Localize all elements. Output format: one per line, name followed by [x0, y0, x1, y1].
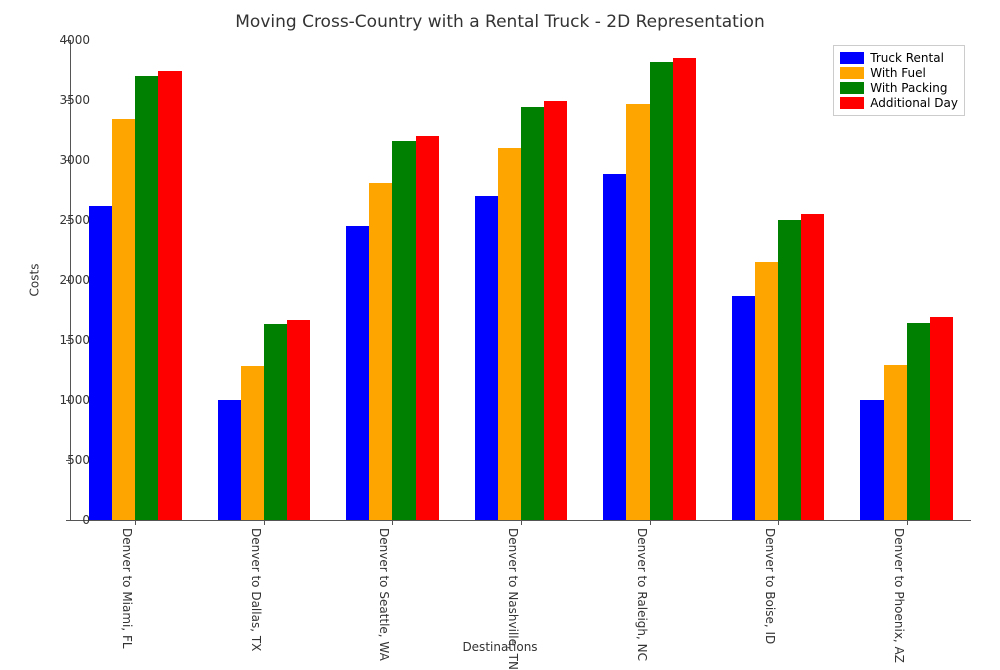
bar	[801, 214, 824, 520]
bar	[930, 317, 953, 520]
bar	[264, 324, 287, 520]
bar	[287, 320, 310, 520]
x-axis-label: Destinations	[0, 640, 1000, 654]
bar	[884, 365, 907, 520]
bar	[778, 220, 801, 520]
xtick-label: Denver to Nashville, TN	[506, 528, 520, 670]
legend-label: With Fuel	[870, 66, 926, 80]
ytick-label: 1000	[50, 393, 90, 407]
ytick-label: 2500	[50, 213, 90, 227]
bar	[112, 119, 135, 520]
xtick-mark	[778, 520, 779, 525]
bar	[135, 76, 158, 520]
xtick-label: Denver to Boise, ID	[763, 528, 777, 644]
ytick-label: 500	[50, 453, 90, 467]
bar	[544, 101, 567, 520]
bar	[498, 148, 521, 520]
bar	[626, 104, 649, 520]
legend: Truck RentalWith FuelWith PackingAdditio…	[833, 45, 965, 116]
chart-title: Moving Cross-Country with a Rental Truck…	[0, 12, 1000, 32]
legend-item: With Fuel	[840, 66, 958, 80]
y-axis-label: Costs	[27, 264, 41, 297]
bar	[860, 400, 883, 520]
bar	[673, 58, 696, 520]
bar	[416, 136, 439, 520]
bar	[241, 366, 264, 520]
xtick-label: Denver to Seattle, WA	[377, 528, 391, 661]
bar	[158, 71, 181, 520]
legend-label: Truck Rental	[870, 51, 944, 65]
ytick-label: 1500	[50, 333, 90, 347]
xtick-mark	[521, 520, 522, 525]
xtick-label: Denver to Miami, FL	[120, 528, 134, 649]
legend-item: Truck Rental	[840, 51, 958, 65]
bar	[732, 296, 755, 520]
xtick-mark	[264, 520, 265, 525]
ytick-label: 3500	[50, 93, 90, 107]
bar	[369, 183, 392, 520]
xtick-label: Denver to Phoenix, AZ	[892, 528, 906, 663]
bar	[521, 107, 544, 520]
xtick-label: Denver to Dallas, TX	[249, 528, 263, 651]
bar	[346, 226, 369, 520]
xtick-mark	[135, 520, 136, 525]
bar	[650, 62, 673, 520]
legend-swatch	[840, 82, 864, 94]
ytick-label: 0	[50, 513, 90, 527]
ytick-label: 2000	[50, 273, 90, 287]
bar	[218, 400, 241, 520]
xtick-mark	[392, 520, 393, 525]
xtick-mark	[650, 520, 651, 525]
xtick-label: Denver to Raleigh, NC	[635, 528, 649, 661]
legend-swatch	[840, 97, 864, 109]
ytick-label: 4000	[50, 33, 90, 47]
bar	[392, 141, 415, 520]
legend-swatch	[840, 67, 864, 79]
bar	[89, 206, 112, 520]
chart-container: Moving Cross-Country with a Rental Truck…	[0, 0, 1000, 664]
legend-label: With Packing	[870, 81, 947, 95]
legend-swatch	[840, 52, 864, 64]
bar	[475, 196, 498, 520]
legend-label: Additional Day	[870, 96, 958, 110]
legend-item: With Packing	[840, 81, 958, 95]
legend-item: Additional Day	[840, 96, 958, 110]
xtick-mark	[907, 520, 908, 525]
bar	[603, 174, 626, 520]
bar	[907, 323, 930, 520]
ytick-label: 3000	[50, 153, 90, 167]
bar	[755, 262, 778, 520]
